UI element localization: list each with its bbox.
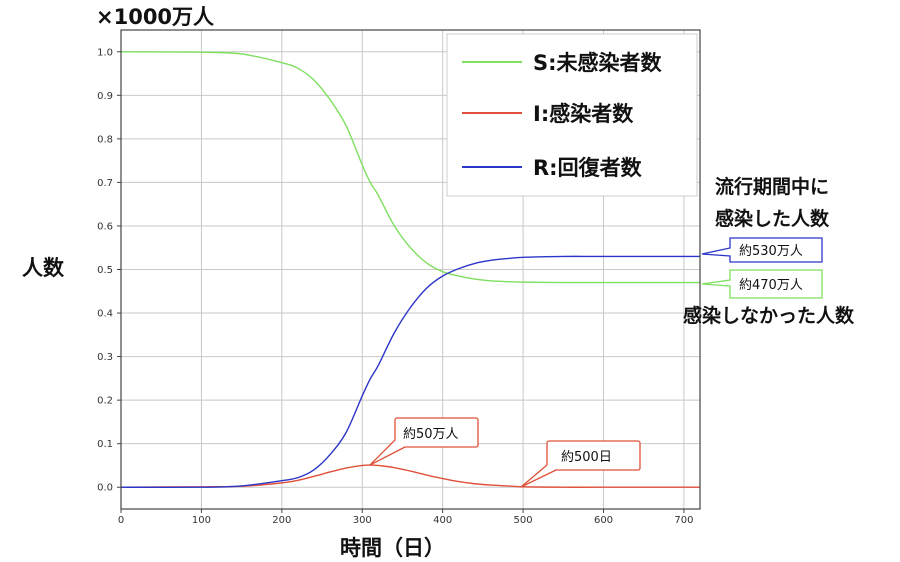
note-not-infected: 感染しなかった人数 — [683, 304, 855, 327]
note-infected-line2: 感染した人数 — [715, 207, 830, 230]
legend-label-r: R:回復者数 — [533, 156, 643, 180]
series-line-s — [120, 51, 700, 284]
x-tick-label: 400 — [433, 515, 452, 526]
x-tick-label: 100 — [192, 515, 211, 526]
series-line-i — [120, 464, 700, 488]
y-tick-label: 0.9 — [97, 91, 113, 102]
x-tick-label: 0 — [118, 515, 124, 526]
y-tick-label: 0.3 — [97, 352, 113, 363]
y-tick-label: 0.6 — [97, 221, 113, 232]
ticks: 0 100 200 300 400 500 600 700 0.0 0.1 0.2 0.3 0.4 0.5… — [97, 47, 693, 526]
note-infected-line1: 流行期間中に — [715, 175, 829, 198]
callout-end: 約500日 — [520, 440, 641, 488]
legend: S:未感染者数 I:感染者数 R:回復者数 — [446, 33, 698, 197]
series-lines — [120, 51, 700, 489]
callout-530: 約530万人 — [701, 237, 823, 263]
callout-peak: 約50万人 — [369, 417, 479, 466]
x-tick-label: 500 — [514, 515, 533, 526]
chart-title: ×1000万人 — [96, 5, 214, 29]
y-tick-label: 0.2 — [97, 396, 113, 407]
y-tick-label: 0.4 — [97, 309, 113, 320]
y-tick-label: 0.8 — [97, 134, 113, 145]
x-tick-label: 200 — [272, 515, 291, 526]
legend-label-i: I:感染者数 — [533, 102, 634, 126]
callout-peak-text: 約50万人 — [403, 427, 459, 442]
callout-470-text: 約470万人 — [739, 278, 803, 293]
callout-470: 約470万人 — [701, 269, 823, 299]
x-axis-label: 時間（日） — [340, 536, 445, 560]
y-tick-label: 0.5 — [97, 265, 113, 276]
y-tick-label: 1.0 — [97, 47, 113, 58]
x-tick-label: 600 — [594, 515, 613, 526]
y-tick-label: 0.1 — [97, 439, 113, 450]
y-axis-label: 人数 — [22, 256, 65, 280]
legend-label-s: S:未感染者数 — [533, 51, 663, 75]
y-tick-label: 0.0 — [97, 483, 113, 494]
y-tick-label: 0.7 — [97, 178, 113, 189]
x-tick-label: 700 — [674, 515, 693, 526]
x-tick-label: 300 — [353, 515, 372, 526]
callout-end-text: 約500日 — [561, 450, 612, 465]
callout-530-text: 約530万人 — [739, 244, 803, 259]
series-line-r — [120, 255, 700, 489]
